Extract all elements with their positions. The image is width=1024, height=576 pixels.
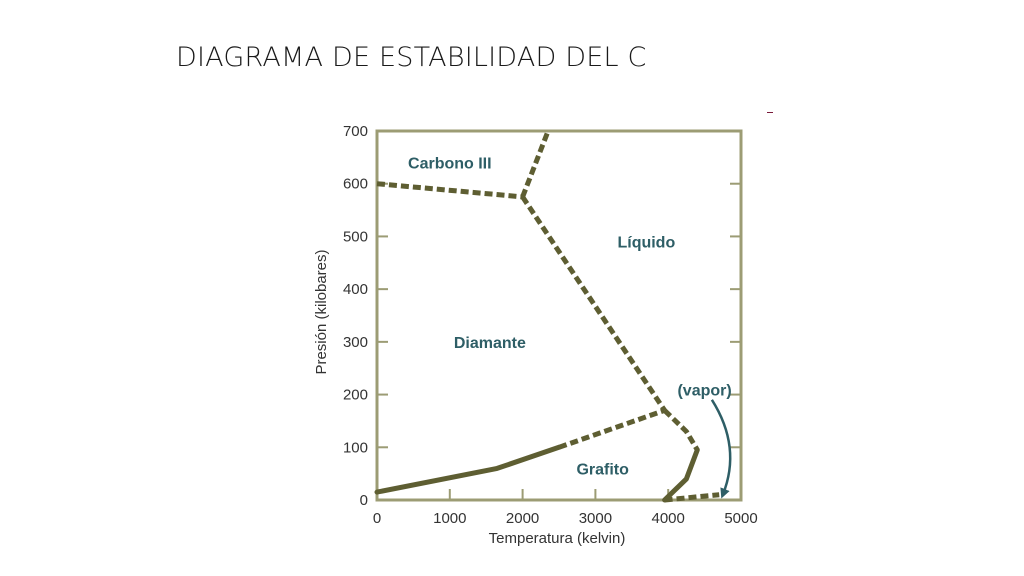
y-tick-label: 200 — [343, 387, 368, 404]
slide-title: DIAGRAMA DE ESTABILIDAD DEL C — [176, 42, 647, 73]
phase-boundary-dashed — [376, 181, 523, 200]
region-label: Líquido — [617, 235, 675, 252]
vapor-arrow — [710, 399, 732, 499]
region-label: Diamante — [454, 335, 526, 352]
phase-boundary-dashed — [520, 195, 667, 412]
y-tick-label: 400 — [343, 281, 368, 298]
y-tick-label: 600 — [343, 176, 368, 193]
region-label: (vapor) — [677, 382, 731, 399]
phase-boundary-solid — [374, 444, 562, 495]
x-axis-title: Temperatura (kelvin) — [489, 530, 626, 547]
y-tick-label: 0 — [360, 492, 368, 509]
y-tick-label: 500 — [343, 228, 368, 245]
x-tick-label: 2000 — [506, 510, 539, 527]
phase-boundary-dashed — [520, 130, 551, 198]
y-axis-title: Presión (kilobares) — [313, 249, 330, 374]
x-tick-label: 3000 — [579, 510, 612, 527]
region-label: Carbono III — [408, 156, 492, 173]
phase-boundary-dashed — [664, 492, 720, 503]
x-tick-label: 1000 — [433, 510, 466, 527]
phase-boundary-dashed — [558, 408, 666, 450]
y-tick-label: 300 — [343, 334, 368, 351]
phase-boundary-solid — [662, 447, 700, 503]
region-label: Grafito — [576, 461, 629, 478]
x-tick-label: 4000 — [652, 510, 685, 527]
x-tick-label: 0 — [373, 510, 381, 527]
phase-boundary-dashed — [662, 408, 700, 452]
slide-marker — [767, 112, 773, 113]
x-tick-label: 5000 — [724, 510, 757, 527]
plot-frame — [375, 129, 743, 502]
y-tick-label: 700 — [343, 123, 368, 140]
y-tick-label: 100 — [343, 439, 368, 456]
